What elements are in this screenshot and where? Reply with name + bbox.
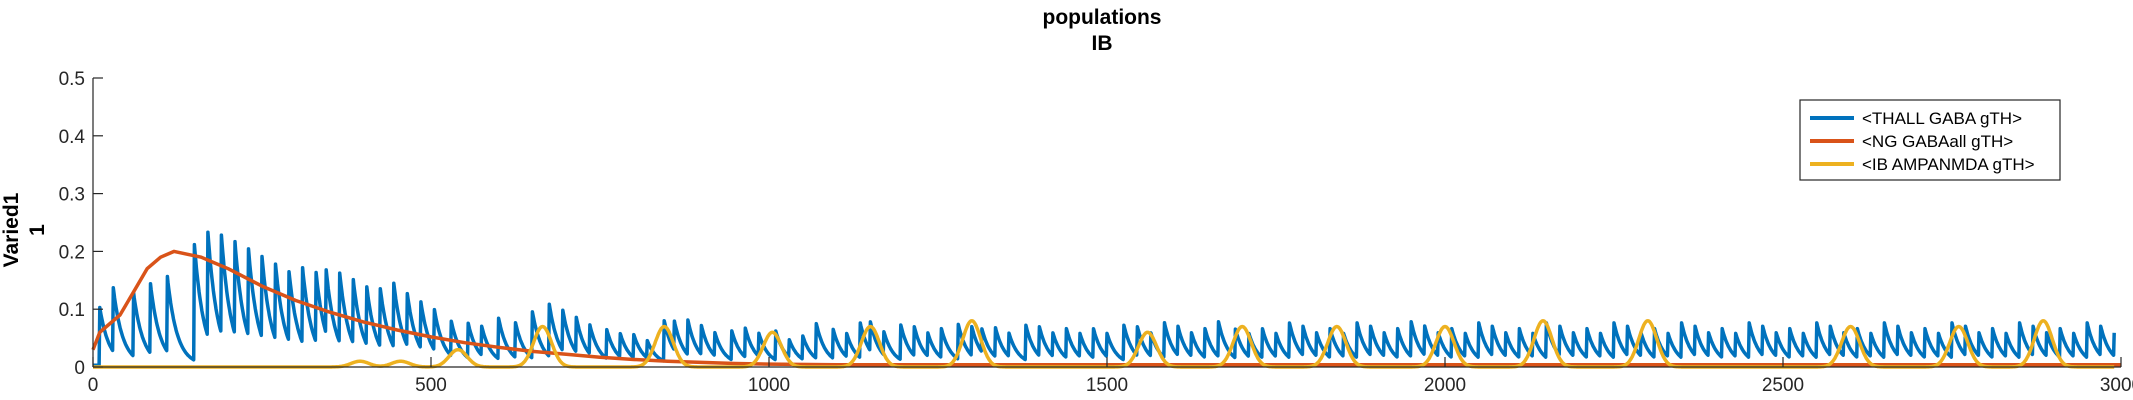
x-tick-label: 0	[88, 375, 99, 396]
y-tick-label: 0.1	[59, 300, 85, 321]
chart-title: populations	[1043, 6, 1162, 29]
x-tick-label: 1000	[748, 375, 790, 396]
y-tick-label: 0.5	[59, 69, 85, 90]
y-tick-label: 0.2	[59, 242, 85, 263]
y-axis-label-line2: 1	[26, 224, 49, 236]
y-tick-label: 0.4	[59, 127, 86, 148]
series-line-thall-gaba	[91, 230, 2116, 368]
y-tick-label: 0	[74, 358, 85, 379]
legend-label-ng: <NG GABAall gTH>	[1862, 132, 2013, 151]
x-tick-label: 500	[415, 375, 447, 396]
y-axis-label: Varied1 1	[0, 192, 49, 267]
x-tick-label: 1500	[1086, 375, 1128, 396]
chart-subtitle: IB	[1092, 32, 1113, 55]
legend: <THALL GABA gTH> <NG GABAall gTH> <IB AM…	[1799, 99, 2061, 181]
x-tick-label: 2000	[1424, 375, 1466, 396]
x-tick-label: 2500	[1762, 375, 1804, 396]
legend-label-ib: <IB AMPANMDA gTH>	[1862, 155, 2035, 174]
y-tick-label: 0.3	[59, 185, 85, 206]
series-line-ng-gabaall	[91, 249, 2121, 367]
legend-label-thall: <THALL GABA gTH>	[1862, 109, 2022, 128]
y-axis-label-line1: Varied1	[0, 192, 23, 267]
